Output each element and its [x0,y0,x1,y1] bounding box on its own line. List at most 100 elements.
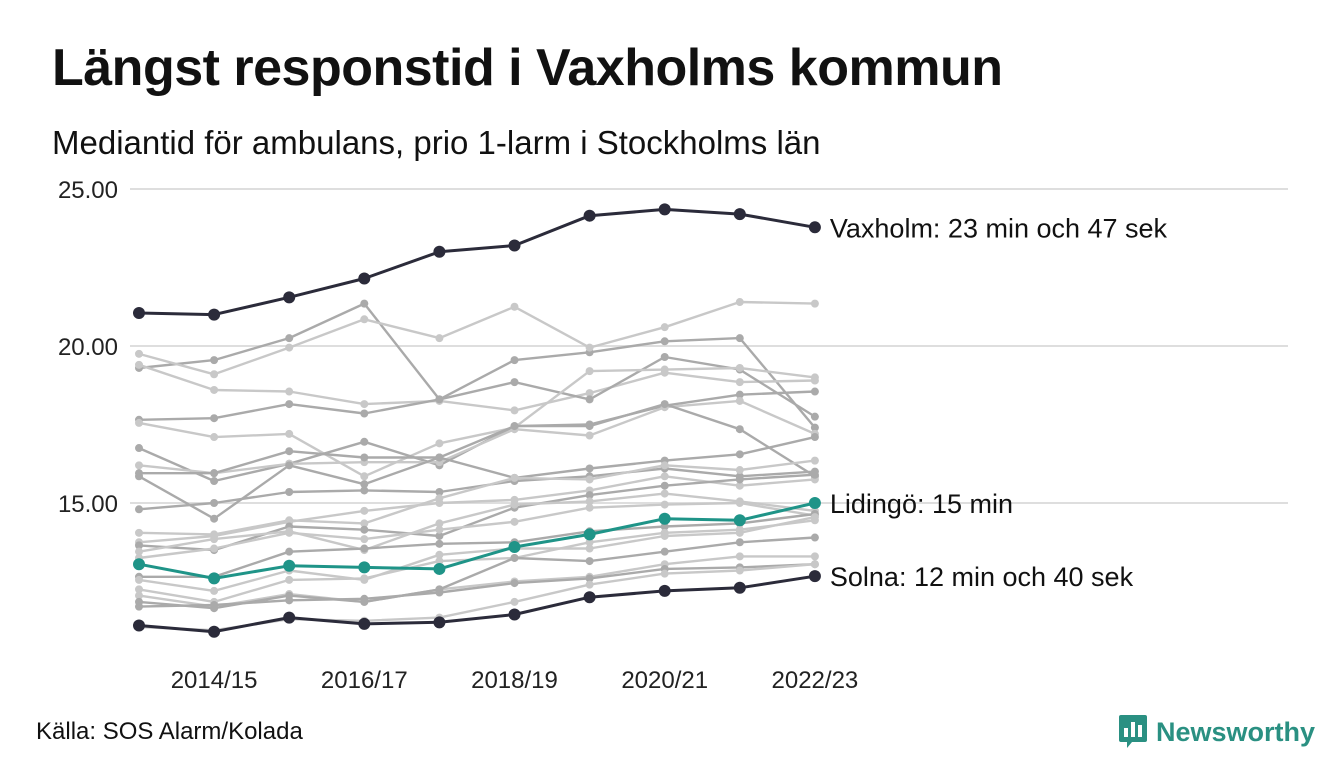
data-point [510,406,519,415]
data-point [810,560,819,569]
data-point [585,538,594,547]
data-point [433,245,446,258]
series-line [138,501,816,560]
data-point [735,363,744,372]
series-background [135,352,819,424]
data-point [135,528,143,537]
data-point [735,566,744,575]
data-point [210,356,219,365]
data-point [585,544,594,553]
data-point [660,472,669,481]
data-point [360,400,369,409]
data-point [808,221,821,234]
data-point [660,352,669,361]
y-tick-label: 15.00 [58,491,118,518]
series-line [138,207,816,317]
data-point [735,552,744,561]
data-point [360,315,369,324]
data-point [285,575,294,584]
data-point [435,499,444,507]
data-point [208,625,221,638]
x-tick-label: 2022/23 [772,667,859,694]
data-point [358,272,371,285]
data-point [135,360,143,369]
data-point [360,472,369,481]
data-point [510,356,519,365]
series-line [138,563,815,608]
data-point [285,334,294,343]
newsworthy-logo-icon [1119,715,1147,748]
data-point [583,528,596,541]
data-point [358,617,371,630]
data-point [510,579,519,588]
data-point [735,390,744,399]
data-point [735,481,744,490]
data-point [360,519,369,528]
x-tick-label: 2020/21 [621,667,708,694]
data-point [435,439,444,448]
series-background [135,560,819,635]
data-point [135,602,143,611]
data-point [133,307,145,320]
data-point [435,395,444,404]
page-title: Längst responstid i Vaxholms kommun [52,39,1003,97]
data-point [810,470,819,479]
series-line [138,300,815,376]
y-tick-label: 20.00 [58,334,118,361]
data-point [210,601,219,610]
data-point [210,514,219,523]
series-background [135,533,819,613]
data-point [360,437,369,446]
data-point [135,541,143,550]
series-line [138,399,816,475]
data-point [435,557,444,566]
series-line [138,492,816,553]
data-point [660,365,669,374]
data-point [435,334,444,343]
data-point [508,608,521,621]
data-point [210,469,219,478]
data-point [210,499,219,507]
data-point [135,461,143,470]
data-point [660,400,669,409]
data-point [210,477,219,486]
x-tick-label: 2016/17 [321,667,408,694]
data-point [658,584,671,597]
data-point [285,387,294,396]
data-point [585,395,594,404]
series-background [135,472,819,547]
series-end-label: Solna: 12 min och 40 sek [830,562,1134,592]
data-point [210,370,219,379]
data-point [735,499,744,507]
data-point [585,491,594,500]
series-line [138,555,815,608]
data-point [735,466,744,475]
data-point [735,378,744,387]
data-point [360,409,369,418]
series-line [139,512,816,578]
data-point [585,557,594,566]
data-point [133,619,145,632]
data-point [660,528,669,537]
series-background [135,298,819,379]
data-point [658,203,671,216]
page-subtitle: Mediantid för ambulans, prio 1-larm i St… [52,124,821,161]
data-point [283,611,296,624]
data-point [433,616,446,629]
data-point [658,512,671,525]
data-point [360,506,369,515]
source-note: Källa: SOS Alarm/Kolada [36,718,303,745]
data-point [285,547,294,556]
series-line [138,473,815,552]
data-point [735,475,744,484]
data-point [508,239,521,252]
data-point [133,558,145,571]
data-point [810,373,819,382]
series-background [135,433,819,523]
data-point [810,456,819,465]
series-line [138,519,816,604]
data-point [510,378,519,387]
series-line [138,366,816,478]
series-background [135,363,819,481]
series-line [138,302,816,429]
